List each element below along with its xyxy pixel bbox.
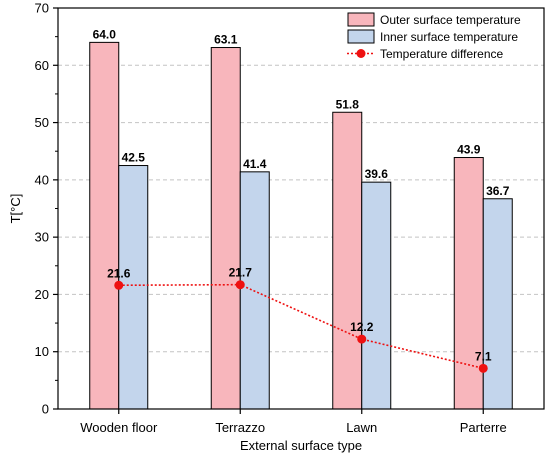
temperature-difference-line [118, 283, 484, 370]
legend-difference-marker [356, 49, 366, 58]
y-axis-title: T[°C] [8, 194, 23, 224]
outer-temperature-label: 51.8 [336, 97, 360, 111]
data-labels: 64.0 63.1 51.8 43.9 42.5 41.4 39.6 36.7 21.6 21.7… [93, 27, 510, 363]
x-tick-label: Parterre [460, 420, 507, 435]
inner-temperature-bar [482, 198, 513, 410]
temperature-difference-label: 7.1 [475, 349, 492, 363]
x-tick-label: Terrazzo [215, 420, 265, 435]
inner-temperature-label: 39.6 [365, 167, 389, 181]
temperature-difference-label: 21.6 [107, 266, 131, 280]
temperature-difference-label: 21.7 [229, 266, 253, 280]
legend: Outer surface temperature Inner surface t… [347, 12, 521, 61]
x-axis-title: External surface type [240, 438, 362, 453]
temperature-difference-point [235, 280, 245, 290]
axes: 0 10 20 30 40 50 60 70 Wooden floor Terrazzo Lawn P… [35, 1, 507, 436]
inner-temperature-label: 41.4 [243, 157, 267, 171]
legend-label: Outer surface temperature [380, 13, 521, 27]
outer-temperature-label: 64.0 [93, 27, 117, 41]
outer-temperature-label: 43.9 [457, 143, 481, 157]
y-tick-label: 30 [35, 230, 49, 245]
temperature-difference-point [114, 280, 124, 290]
bars [89, 41, 513, 410]
y-tick-label: 70 [35, 1, 49, 16]
x-tick-label: Lawn [346, 420, 377, 435]
legend-inner-swatch [347, 29, 375, 44]
legend-label: Temperature difference [380, 47, 504, 61]
y-tick-label: 50 [35, 115, 49, 130]
inner-temperature-bar [118, 165, 149, 410]
inner-temperature-bar [361, 181, 392, 410]
difference-line [114, 280, 488, 373]
y-tick-label: 40 [35, 172, 49, 187]
y-tick-label: 10 [35, 344, 49, 359]
legend-label: Inner surface temperature [380, 30, 518, 44]
y-tick-label: 60 [35, 58, 49, 73]
temperature-difference-point [357, 334, 367, 344]
inner-temperature-label: 36.7 [486, 184, 510, 198]
y-tick-label: 20 [35, 287, 49, 302]
outer-temperature-bar [332, 111, 363, 410]
inner-temperature-label: 42.5 [122, 151, 146, 165]
outer-temperature-bar [89, 41, 120, 410]
outer-temperature-bar [453, 157, 484, 410]
outer-temperature-label: 63.1 [214, 33, 238, 47]
legend-outer-swatch [347, 12, 375, 27]
y-tick-label: 0 [42, 402, 49, 417]
x-tick-label: Wooden floor [80, 420, 158, 435]
temperature-difference-point [478, 363, 488, 373]
outer-temperature-bar [210, 47, 241, 410]
temperature-difference-label: 12.2 [350, 320, 374, 334]
